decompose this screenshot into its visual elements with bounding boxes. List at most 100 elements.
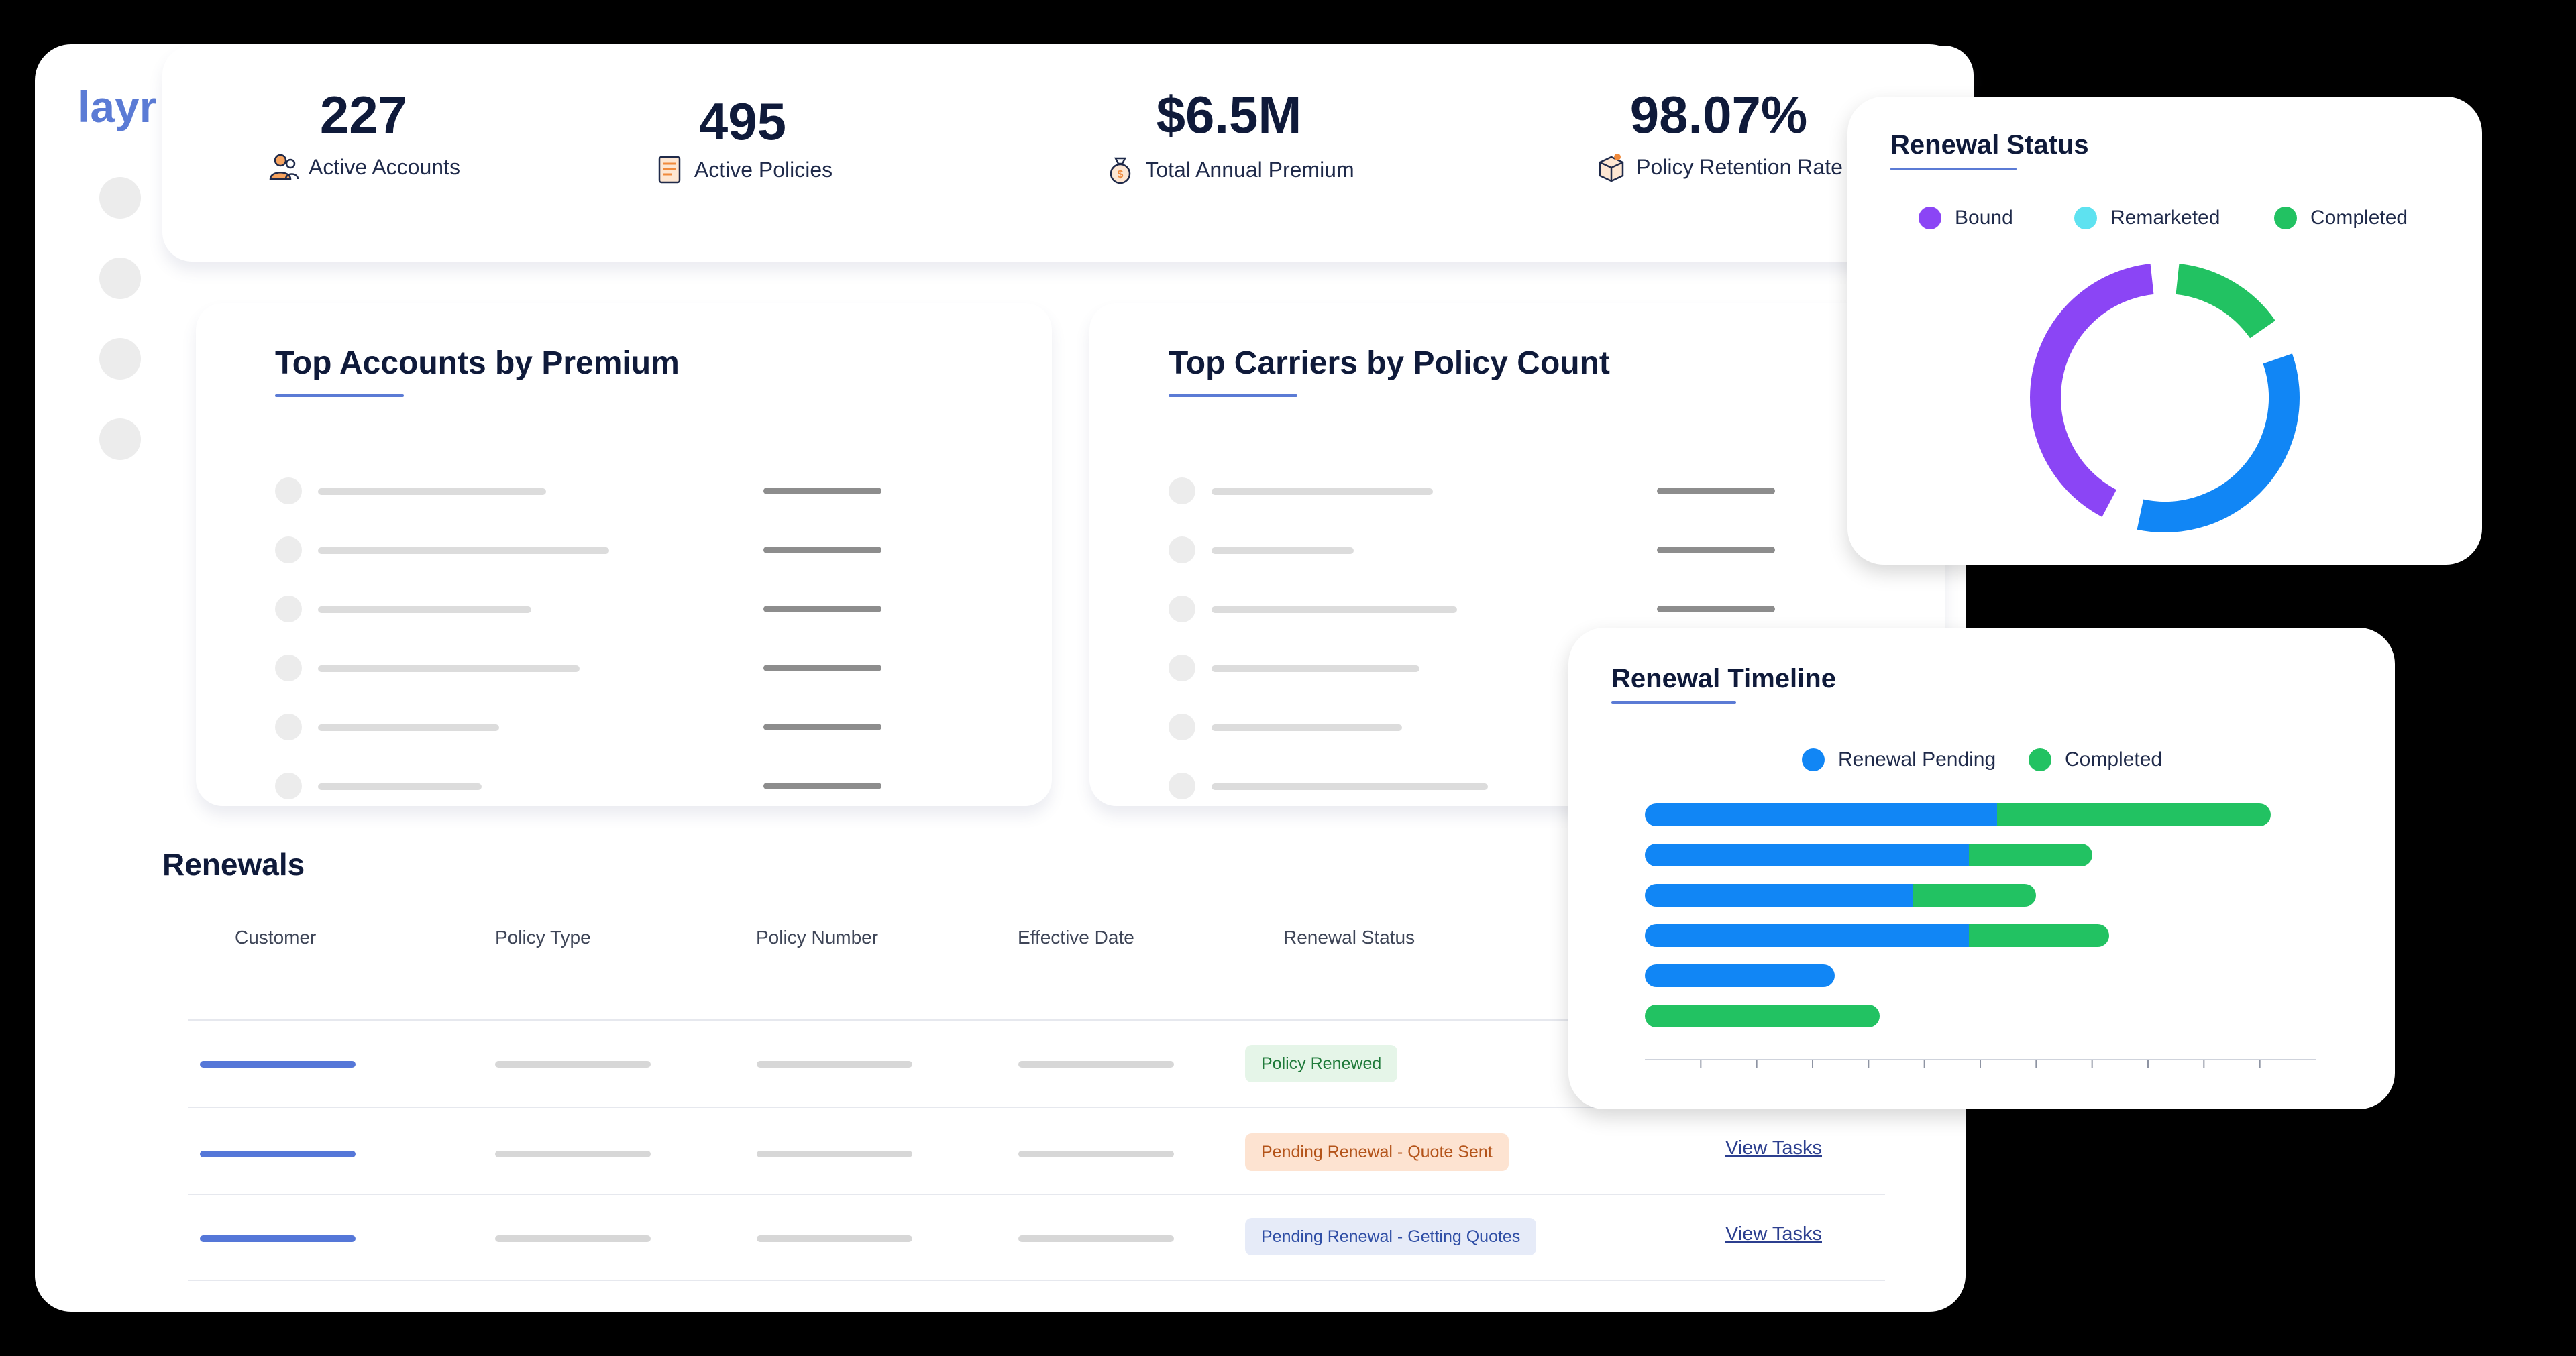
value-placeholder <box>763 783 881 789</box>
legend-swatch <box>2274 207 2297 229</box>
list-item[interactable] <box>1169 477 1775 504</box>
legend-swatch <box>2029 748 2051 771</box>
stat-active-policies: 495 Active Policies <box>639 46 847 262</box>
sidebar-nav-item[interactable] <box>99 418 141 460</box>
text-placeholder <box>1212 783 1488 790</box>
legend-label: Completed <box>2310 207 2408 229</box>
bar-segment-completed[interactable] <box>1645 1005 1880 1027</box>
money-bag-icon: $ <box>1110 157 1131 184</box>
avatar-placeholder <box>275 596 302 622</box>
stats-card: 227 Active Accounts 495 Active Policies … <box>162 46 1974 262</box>
text-placeholder <box>318 724 499 731</box>
stat-label: Active Accounts <box>309 154 460 179</box>
legend-label: Completed <box>2065 748 2163 771</box>
title-underline <box>275 394 404 397</box>
text-placeholder <box>318 547 609 554</box>
column-header-customer[interactable]: Customer <box>235 927 317 948</box>
layr-logo: layr <box>78 83 156 131</box>
bar-segment-completed[interactable] <box>1969 924 2109 947</box>
legend-completed: Completed <box>2274 207 2408 229</box>
donut-slice-bound[interactable] <box>2030 264 2154 517</box>
list-item[interactable] <box>275 655 881 681</box>
text-placeholder <box>318 665 580 672</box>
status-badge: Policy Renewed <box>1245 1045 1398 1082</box>
bar-segment-completed[interactable] <box>1913 884 2037 907</box>
renewal-status-card: Renewal Status Bound Remarketed Complete… <box>1847 97 2482 565</box>
stat-value: 495 <box>698 92 787 151</box>
value-placeholder <box>763 606 881 612</box>
avatar-placeholder <box>1169 773 1195 799</box>
stat-label: Policy Retention Rate <box>1636 154 1843 179</box>
avatar-placeholder <box>1169 536 1195 563</box>
view-tasks-link[interactable]: View Tasks <box>1725 1223 1822 1245</box>
renewals-title: Renewals <box>162 847 305 882</box>
text-placeholder <box>1212 488 1433 495</box>
document-icon <box>658 156 681 184</box>
effective-date-placeholder <box>1018 1061 1174 1068</box>
status-badge: Pending Renewal - Quote Sent <box>1245 1133 1509 1171</box>
avatar-placeholder <box>275 536 302 563</box>
logo-text: layr <box>78 83 156 131</box>
effective-date-placeholder <box>1018 1151 1174 1157</box>
sidebar-nav-item[interactable] <box>99 177 141 219</box>
title-underline <box>1169 394 1297 397</box>
policy-number-placeholder <box>757 1061 912 1068</box>
avatar-placeholder <box>275 655 302 681</box>
bar-segment-renewal-pending[interactable] <box>1645 844 1970 866</box>
bar-segment-renewal-pending[interactable] <box>1645 964 1835 987</box>
text-placeholder <box>318 606 531 613</box>
row-divider <box>188 1019 1885 1021</box>
row-divider <box>188 1280 1885 1281</box>
customer-placeholder[interactable] <box>200 1151 356 1157</box>
sidebar-nav-item[interactable] <box>99 258 141 299</box>
svg-text:$: $ <box>1118 169 1124 180</box>
column-header-effective-date[interactable]: Effective Date <box>1018 927 1134 948</box>
column-header-policy-number[interactable]: Policy Number <box>756 927 879 948</box>
legend-remarketed: Remarketed <box>2074 207 2220 229</box>
row-divider <box>188 1194 1885 1195</box>
policy-number-placeholder <box>757 1235 912 1242</box>
customer-placeholder[interactable] <box>200 1061 356 1068</box>
text-placeholder <box>1212 606 1457 613</box>
list-item[interactable] <box>275 536 881 563</box>
bar-segment-completed[interactable] <box>1969 844 2092 866</box>
avatar-placeholder <box>275 773 302 799</box>
panel-title: Top Carriers by Policy Count <box>1169 345 1610 381</box>
x-axis <box>1645 1059 2316 1068</box>
list-item[interactable] <box>275 477 881 504</box>
list-item[interactable] <box>1169 536 1775 563</box>
people-icon <box>269 154 299 180</box>
donut-slice-completed[interactable] <box>2175 264 2275 339</box>
value-placeholder <box>763 665 881 671</box>
bar-segment-completed[interactable] <box>1997 803 2271 826</box>
stat-active-accounts: 227 Active Accounts <box>263 46 464 262</box>
text-placeholder <box>318 783 482 790</box>
top-accounts-panel: Top Accounts by Premium <box>196 303 1052 806</box>
list-item[interactable] <box>275 773 881 799</box>
sidebar-nav-item[interactable] <box>99 338 141 380</box>
view-tasks-link[interactable]: View Tasks <box>1725 1137 1822 1159</box>
avatar-placeholder <box>1169 477 1195 504</box>
bar-segment-renewal-pending[interactable] <box>1645 803 1997 826</box>
customer-placeholder[interactable] <box>200 1235 356 1242</box>
text-placeholder <box>1212 724 1402 731</box>
value-placeholder <box>763 724 881 730</box>
column-header-renewal-status[interactable]: Renewal Status <box>1283 927 1415 948</box>
legend-swatch <box>1919 207 1941 229</box>
renewal-timeline-bar-chart <box>1645 803 2316 1031</box>
list-item[interactable] <box>275 596 881 622</box>
bar-segment-renewal-pending[interactable] <box>1645 884 1913 907</box>
list-item[interactable] <box>275 714 881 740</box>
donut-slice-renewal-pending[interactable] <box>2137 353 2300 532</box>
legend-bound: Bound <box>1919 207 2013 229</box>
legend-label: Remarketed <box>2110 207 2220 229</box>
box-icon <box>1599 154 1624 182</box>
list-item[interactable] <box>1169 596 1775 622</box>
bar-segment-renewal-pending[interactable] <box>1645 924 1970 947</box>
effective-date-placeholder <box>1018 1235 1174 1242</box>
legend-label: Renewal Pending <box>1838 748 1996 771</box>
stat-total-annual-premium: $6.5M $ Total Annual Premium <box>1088 46 1370 262</box>
stat-value: 227 <box>319 85 408 144</box>
legend-renewal-pending: Renewal Pending <box>1802 748 1996 771</box>
column-header-policy-type[interactable]: Policy Type <box>495 927 591 948</box>
